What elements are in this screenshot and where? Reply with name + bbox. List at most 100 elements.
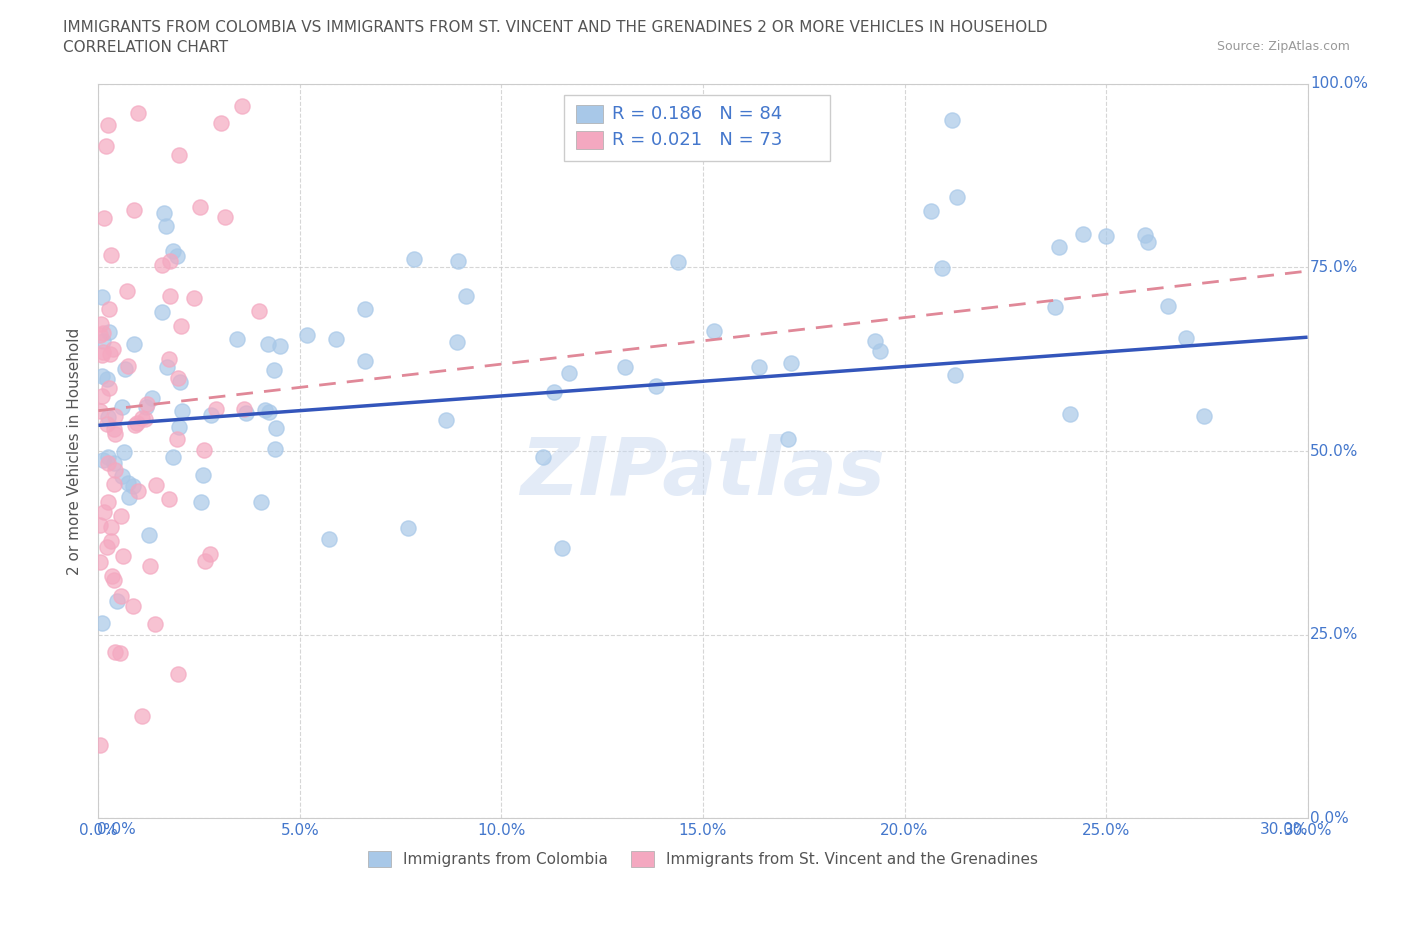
Point: [249, 303, 271, 318]
Point: [103, 572, 125, 587]
Point: [1135, 228, 1157, 243]
Text: 25.0%: 25.0%: [1310, 627, 1358, 643]
Point: [941, 113, 963, 127]
Point: [253, 403, 276, 418]
Point: [162, 450, 184, 465]
Point: [198, 546, 221, 561]
Point: [127, 416, 149, 431]
Point: [143, 617, 166, 631]
Point: [183, 290, 205, 305]
Point: [117, 284, 139, 299]
Point: [446, 334, 468, 349]
Point: [118, 489, 141, 504]
Point: [558, 365, 581, 380]
Legend: Immigrants from Colombia, Immigrants from St. Vincent and the Grenadines: Immigrants from Colombia, Immigrants fro…: [361, 845, 1045, 873]
Point: [454, 289, 477, 304]
Point: [122, 598, 145, 613]
Point: [134, 412, 156, 427]
Point: [101, 342, 124, 357]
Point: [112, 445, 135, 459]
Point: [214, 210, 236, 225]
Point: [325, 331, 347, 346]
Point: [90, 348, 112, 363]
Text: 30.0%: 30.0%: [1260, 822, 1309, 837]
Point: [1071, 227, 1094, 242]
Point: [110, 589, 132, 604]
Point: [551, 540, 574, 555]
Point: [105, 593, 128, 608]
Point: [167, 148, 190, 163]
Point: [264, 441, 287, 456]
Point: [256, 337, 278, 352]
Point: [264, 420, 287, 435]
Point: [138, 559, 160, 574]
Point: [135, 400, 157, 415]
Text: 100.0%: 100.0%: [1310, 76, 1368, 91]
Point: [145, 477, 167, 492]
Text: R = 0.021   N = 73: R = 0.021 N = 73: [613, 131, 783, 150]
Point: [1175, 330, 1198, 345]
Point: [150, 304, 173, 319]
Point: [111, 400, 134, 415]
FancyBboxPatch shape: [576, 131, 603, 149]
Point: [114, 362, 136, 377]
Point: [97, 325, 120, 339]
Point: [122, 337, 145, 352]
Point: [96, 371, 118, 386]
Point: [1047, 240, 1070, 255]
Point: [434, 413, 457, 428]
Point: [91, 289, 114, 304]
Point: [353, 302, 375, 317]
Point: [127, 105, 149, 120]
Point: [103, 477, 125, 492]
Point: [100, 520, 122, 535]
Point: [645, 379, 668, 394]
Point: [103, 462, 125, 477]
Point: [96, 539, 118, 554]
Point: [172, 404, 194, 418]
Point: [152, 206, 174, 220]
Point: [945, 190, 967, 205]
Point: [167, 370, 190, 385]
FancyBboxPatch shape: [576, 105, 603, 123]
Point: [103, 422, 125, 437]
Point: [191, 468, 214, 483]
FancyBboxPatch shape: [564, 95, 830, 161]
Point: [104, 426, 127, 441]
Point: [1136, 234, 1159, 249]
Point: [97, 450, 120, 465]
Point: [90, 316, 112, 331]
Point: [1095, 229, 1118, 244]
Point: [1157, 299, 1180, 314]
Point: [703, 324, 725, 339]
Point: [776, 432, 799, 446]
Point: [257, 405, 280, 419]
Point: [162, 244, 184, 259]
Point: [127, 484, 149, 498]
Point: [117, 359, 139, 374]
Point: [225, 331, 247, 346]
Point: [93, 505, 115, 520]
Point: [166, 432, 188, 446]
Point: [97, 495, 120, 510]
Point: [396, 521, 419, 536]
Point: [295, 327, 318, 342]
Point: [124, 418, 146, 432]
Text: 75.0%: 75.0%: [1310, 259, 1358, 275]
Point: [865, 334, 887, 349]
Point: [205, 401, 228, 416]
Point: [91, 368, 114, 383]
Point: [193, 443, 215, 458]
Point: [920, 203, 942, 218]
Point: [200, 407, 222, 422]
Text: 0.0%: 0.0%: [1310, 811, 1348, 826]
Point: [91, 615, 114, 630]
Point: [141, 391, 163, 405]
Point: [157, 492, 180, 507]
Point: [122, 202, 145, 217]
Point: [112, 549, 135, 564]
Point: [354, 354, 377, 369]
Point: [169, 375, 191, 390]
Point: [931, 260, 953, 275]
Point: [122, 479, 145, 494]
